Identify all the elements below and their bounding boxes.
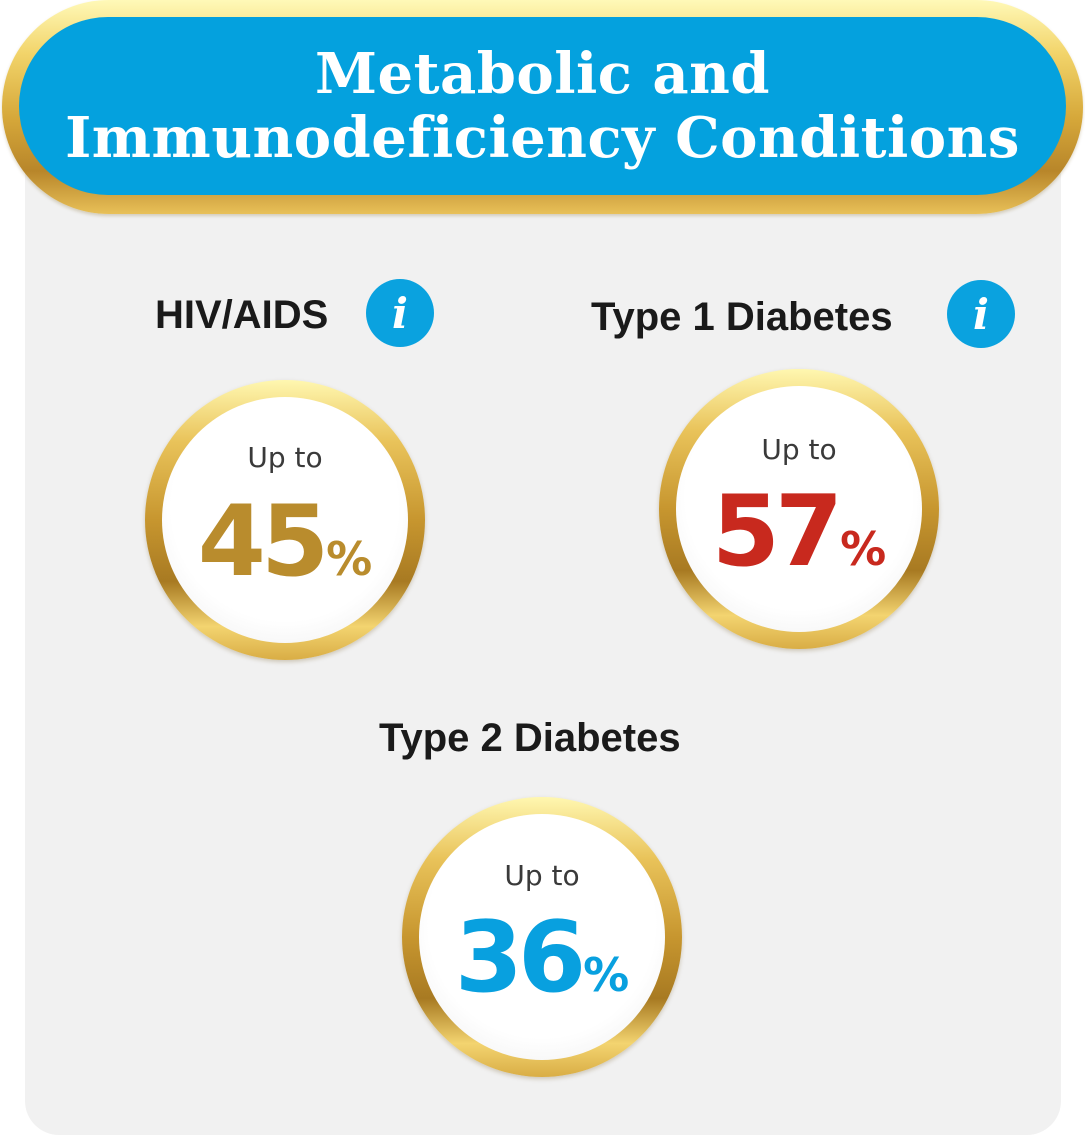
condition-title-type-1-diabetes: Type 1 Diabetes [591, 295, 893, 339]
stat-number: 57 [711, 475, 843, 589]
stat-circle-type-2-diabetes: Up to 36% [419, 814, 665, 1060]
stat-ring-hiv-aids: Up to 45% [145, 380, 425, 660]
stat-number: 45 [197, 485, 329, 599]
stat-percent-sign: % [326, 532, 373, 586]
stat-value-type-2-diabetes: 36% [419, 909, 665, 1007]
stat-prefix: Up to [504, 859, 580, 892]
stat-percent-sign: % [583, 948, 630, 1002]
condition-title-type-2-diabetes: Type 2 Diabetes [379, 716, 681, 760]
condition-title-hiv-aids: HIV/AIDS [155, 293, 329, 337]
info-icon[interactable]: i [947, 280, 1015, 348]
stat-percent-sign: % [840, 522, 887, 576]
header-banner: Metabolic and Immunodeficiency Condition… [2, 0, 1083, 214]
stat-prefix: Up to [247, 441, 323, 474]
stat-prefix: Up to [761, 433, 837, 466]
header-title-line-1: Metabolic and [314, 41, 771, 107]
stat-ring-type-2-diabetes: Up to 36% [402, 797, 682, 1077]
stat-circle-type-1-diabetes: Up to 57% [676, 386, 922, 632]
stat-value-hiv-aids: 45% [162, 493, 408, 591]
header-title-line-2: Immunodeficiency Conditions [65, 105, 1020, 171]
info-icon[interactable]: i [366, 279, 434, 347]
stat-value-type-1-diabetes: 57% [676, 483, 922, 581]
stat-circle-hiv-aids: Up to 45% [162, 397, 408, 643]
header-banner-inner: Metabolic and Immunodeficiency Condition… [19, 17, 1066, 195]
stat-number: 36 [454, 901, 586, 1015]
stat-ring-type-1-diabetes: Up to 57% [659, 369, 939, 649]
